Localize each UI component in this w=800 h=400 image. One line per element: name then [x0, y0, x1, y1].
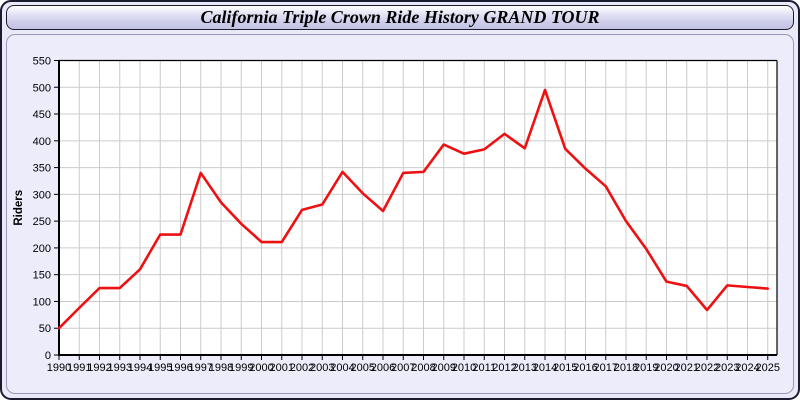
x-tick-label: 2000: [249, 362, 273, 374]
y-tick-label: 450: [33, 109, 51, 121]
x-tick-label: 1992: [87, 362, 111, 374]
y-tick-label: 200: [33, 243, 51, 255]
chart-title-bar: California Triple Crown Ride History GRA…: [6, 5, 794, 30]
x-tick-label: 2023: [715, 362, 739, 374]
y-axis-title: Riders: [13, 190, 25, 226]
y-tick-label: 550: [33, 56, 51, 68]
x-tick-label: 2009: [432, 362, 456, 374]
y-tick-label: 0: [45, 350, 51, 362]
y-tick-label: 500: [33, 82, 51, 94]
x-tick-label: 1996: [168, 362, 192, 374]
y-tick-label: 400: [33, 136, 51, 148]
x-tick-label: 1998: [209, 362, 233, 374]
x-tick-label: 2001: [270, 362, 294, 374]
x-tick-label: 1995: [148, 362, 172, 374]
plot-area: [59, 60, 777, 355]
chart-title: California Triple Crown Ride History GRA…: [200, 7, 600, 27]
x-tick-label: 1993: [108, 362, 132, 374]
x-tick-label: 1994: [128, 362, 152, 374]
x-tick-label: 2017: [594, 362, 618, 374]
x-tick-label: 2014: [533, 362, 557, 374]
x-tick-label: 2008: [411, 362, 435, 374]
y-tick-label: 50: [39, 323, 51, 335]
x-tick-label: 2006: [371, 362, 395, 374]
x-tick-label: 2011: [472, 362, 496, 374]
x-tick-label: 2024: [735, 362, 759, 374]
x-tick-label: 1997: [189, 362, 213, 374]
x-tick-label: 2025: [756, 362, 780, 374]
x-tick-label: 2007: [391, 362, 415, 374]
x-tick-label: 1991: [67, 362, 91, 374]
x-tick-label: 2013: [513, 362, 537, 374]
x-tick-label: 2018: [614, 362, 638, 374]
x-tick-label: 2002: [290, 362, 314, 374]
x-tick-label: 1990: [47, 362, 71, 374]
y-tick-label: 300: [33, 189, 51, 201]
x-tick-label: 2020: [654, 362, 678, 374]
x-tick-label: 2005: [351, 362, 375, 374]
y-tick-label: 250: [33, 216, 51, 228]
x-tick-label: 2010: [452, 362, 476, 374]
x-tick-label: 2019: [634, 362, 658, 374]
x-tick-label: 2015: [553, 362, 577, 374]
x-tick-label: 1999: [229, 362, 253, 374]
y-tick-label: 100: [33, 296, 51, 308]
x-tick-label: 2022: [695, 362, 719, 374]
y-tick-label: 150: [33, 270, 51, 282]
x-tick-label: 2012: [492, 362, 516, 374]
riders-line: [57, 88, 770, 330]
y-tick-label: 350: [33, 163, 51, 175]
x-tick-label: 2021: [675, 362, 699, 374]
x-tick-label: 2016: [573, 362, 597, 374]
x-tick-label: 2003: [310, 362, 334, 374]
x-tick-label: 2004: [330, 362, 354, 374]
